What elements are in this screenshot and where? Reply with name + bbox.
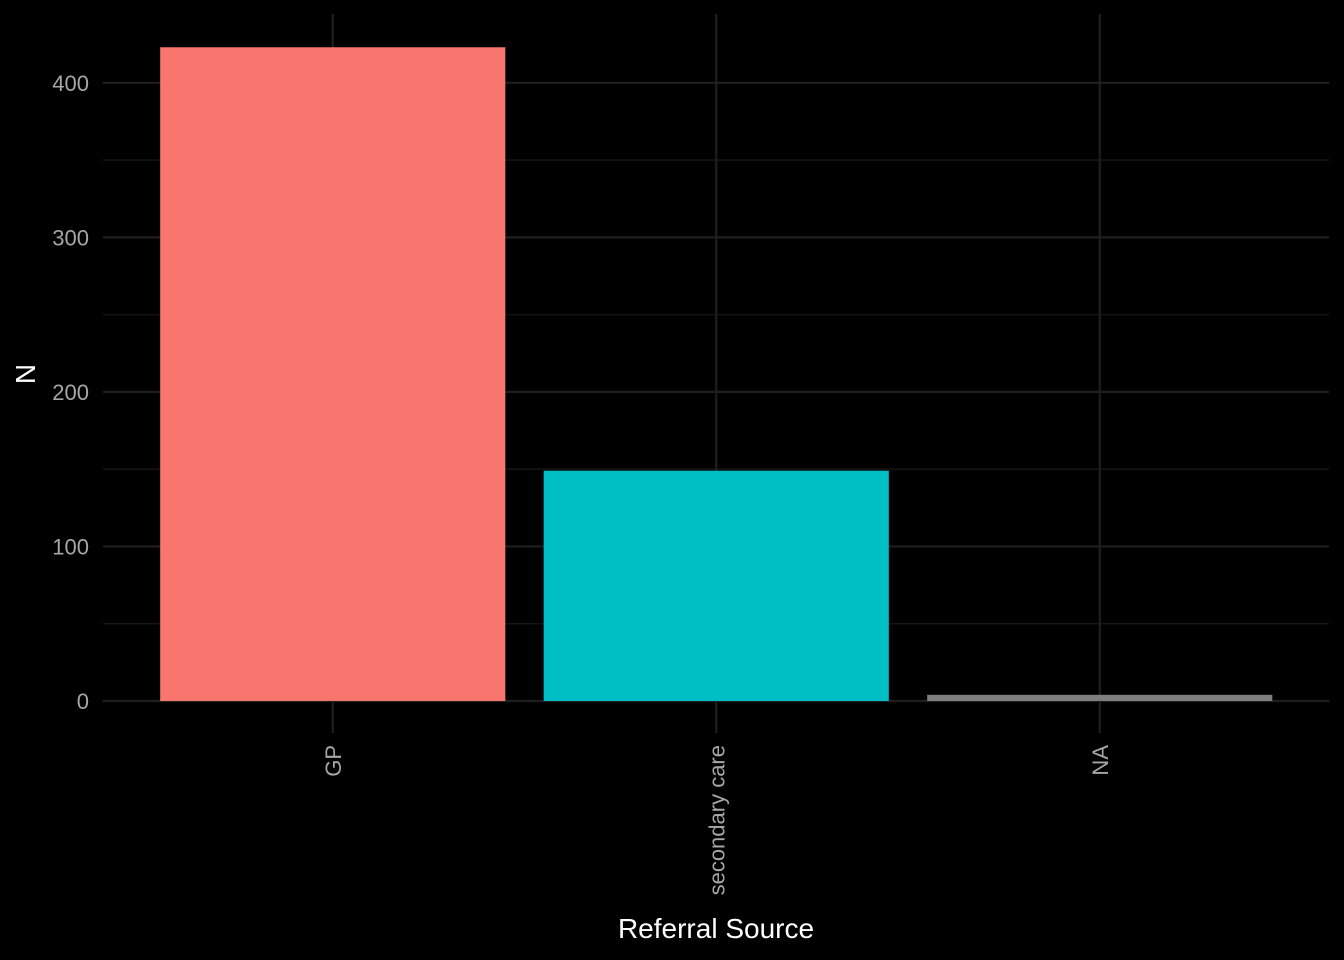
bar-secondary-care: [543, 470, 889, 701]
y-tick-label: 100: [52, 534, 89, 559]
bar-na: [927, 694, 1273, 701]
y-axis-title: N: [10, 364, 41, 384]
x-tick-label: secondary care: [704, 745, 729, 895]
bar-gp: [160, 47, 506, 702]
y-tick-label: 0: [77, 689, 89, 714]
x-tick-label: GP: [321, 745, 346, 777]
x-axis-ticks: GP secondary care NA: [321, 745, 1113, 896]
y-tick-label: 400: [52, 71, 89, 96]
x-axis-title: Referral Source: [618, 913, 814, 944]
y-axis-ticks: 0 100 200 300 400: [52, 71, 89, 714]
x-tick-label: NA: [1088, 745, 1113, 776]
y-tick-label: 200: [52, 380, 89, 405]
y-tick-label: 300: [52, 225, 89, 250]
bars: [160, 47, 1273, 702]
